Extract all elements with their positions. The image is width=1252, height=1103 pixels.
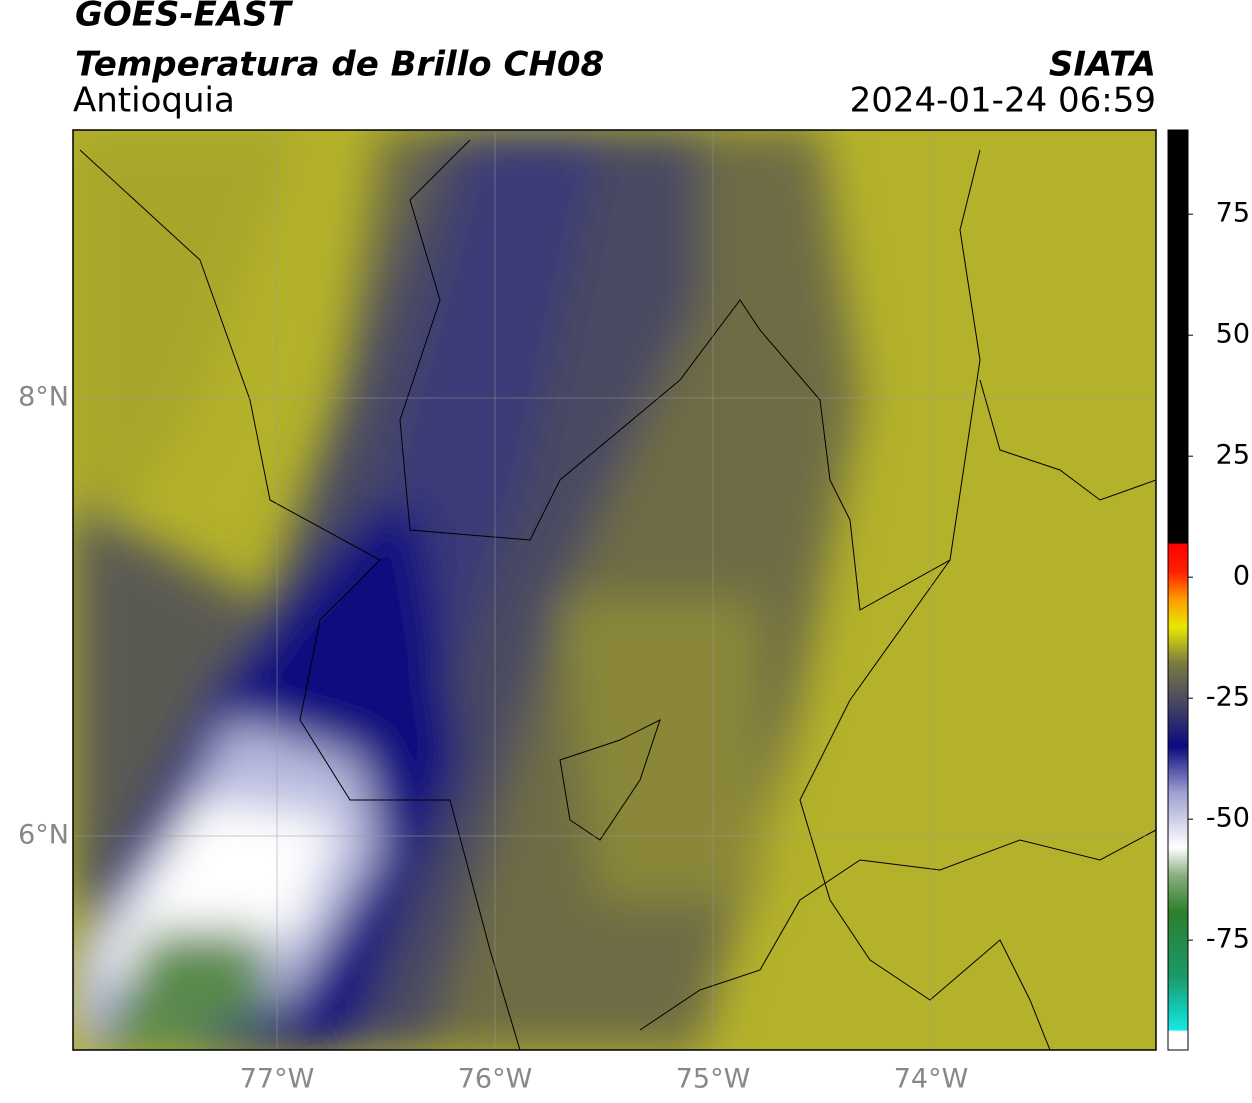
colorbar-tick-label: -75 — [1206, 924, 1250, 955]
x-tick-label: 76°W — [458, 1064, 533, 1095]
source: SIATA — [1049, 45, 1156, 85]
datetime: 2024-01-24 06:59 — [850, 81, 1156, 121]
colorbar-tick-label: -50 — [1206, 803, 1250, 834]
colorbar — [1167, 129, 1189, 1051]
map-frame — [72, 129, 1157, 1051]
x-tick-label: 74°W — [894, 1064, 969, 1095]
map-image — [73, 130, 1156, 1050]
region: Antioquia — [73, 81, 235, 121]
y-tick-label: 8°N — [18, 382, 69, 413]
colorbar-tick-label: 50 — [1216, 319, 1250, 350]
colorbar-tick-label: 25 — [1216, 440, 1250, 471]
map-grid — [73, 130, 1156, 1050]
colorbar-tick-label: 0 — [1233, 561, 1250, 592]
y-tick-label: 6°N — [18, 820, 69, 851]
colorbar-tick-label: -25 — [1206, 682, 1250, 713]
subtitle: Temperatura de Brillo CH08 — [75, 45, 604, 85]
x-tick-label: 77°W — [240, 1064, 315, 1095]
x-tick-label: 75°W — [676, 1064, 751, 1095]
colorbar-tick-label: 75 — [1216, 198, 1250, 229]
title: GOES-EAST — [75, 0, 294, 35]
